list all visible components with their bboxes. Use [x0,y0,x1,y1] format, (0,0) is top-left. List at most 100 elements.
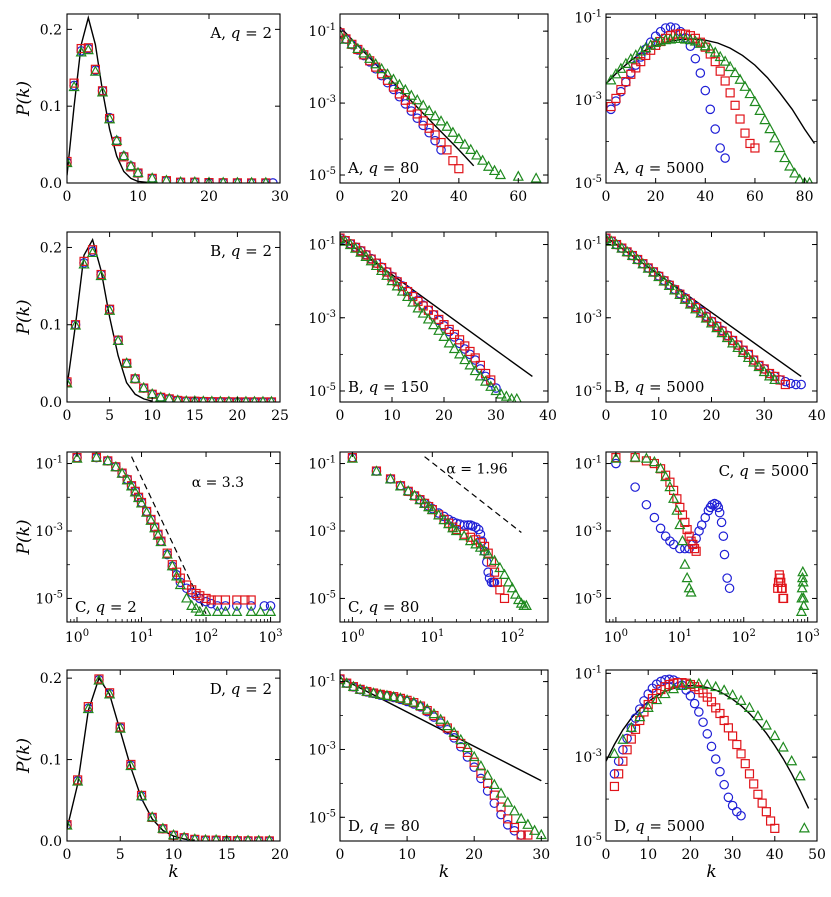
data-point-green [522,818,534,829]
data-point-green [617,733,629,744]
x-tick-label: 20 [435,408,453,424]
data-point-green [729,66,741,78]
data-point-blue [700,85,711,96]
data-point-red [489,790,499,800]
data-point-green [752,709,764,721]
data-point-blue [483,567,493,577]
data-point-blue [722,573,732,583]
data-point-green [509,588,522,599]
data-point-green [651,693,663,705]
data-point-green [114,722,126,733]
data-point-green [629,452,641,462]
x-tick-label: 20 [228,408,246,424]
data-point-green [690,303,702,314]
data-point-green [640,452,653,463]
data-point-blue [785,378,796,389]
x-tick-label: 20 [271,847,289,863]
data-point-green [610,68,622,79]
data-point-green [798,599,810,611]
data-point-red [730,100,740,110]
data-point-red [777,583,787,593]
y-tick-label: 0.2 [40,671,62,687]
data-point-green [178,831,190,841]
data-point-green [632,253,644,265]
data-point-red [126,162,136,172]
data-point-green [748,356,760,367]
data-point-green [93,674,105,685]
theory-curve [67,237,153,402]
data-point-green [103,304,116,315]
data-point-blue [481,557,492,567]
data-point-green [268,395,275,402]
data-point-green [626,249,638,260]
data-point-blue [715,143,725,153]
data-point-blue [641,499,652,510]
x-tick-label: 101 [420,628,444,646]
data-point-green [155,535,167,547]
panel-title: B, q = 2 [210,242,272,260]
data-point-blue [491,383,501,393]
data-point-green [233,176,241,183]
data-point-green [438,330,450,342]
data-point-green [701,678,713,689]
data-point-green [635,45,647,56]
data-point-green [490,384,502,396]
data-point-blue [694,707,704,717]
data-point-red [753,789,763,799]
data-point-blue [719,779,729,790]
data-point-green [674,288,686,300]
data-point-green [786,754,798,766]
data-point-green [704,42,716,54]
data-point-red [682,524,692,535]
panel-title: A, q = 5000 [613,159,704,177]
data-point-red [630,724,641,734]
data-point-green [381,689,393,700]
x-tick-label: 101 [129,628,153,646]
data-point-green [749,95,761,107]
plot-area [67,15,278,183]
data-point-green [784,160,796,171]
data-point-red [455,335,465,345]
data-point-green [429,110,441,121]
data-point-green [346,452,358,463]
data-point-green [714,50,726,62]
data-point-green [103,688,116,699]
data-point-green [381,68,394,79]
data-point-red [675,29,686,39]
theory-curve [67,15,153,183]
data-point-green [441,719,453,731]
data-point-blue [655,523,666,534]
panel-title: D, q = 2 [210,680,272,698]
data-point-red [69,78,79,88]
y-tick-label: 0.0 [40,395,62,411]
y-tick-label: 10-5 [574,174,602,192]
data-point-green [606,232,612,244]
data-point-red [418,116,428,126]
data-point-green [482,769,494,780]
data-point-green [394,692,406,703]
data-point-green [737,346,749,357]
data-point-green [743,701,756,712]
data-point-green [448,726,460,737]
x-tick-label: 10 [165,847,183,863]
data-point-green [67,377,73,388]
panel-c2: 100 101 102 10-1 10-3 10-5 α = 1.96 C, q = 80 [308,451,549,646]
data-point-blue [430,135,440,146]
data-point-green [495,787,507,798]
data-point-red [469,757,479,767]
data-point-red [76,43,86,54]
data-point-red [749,779,759,789]
data-point-red [112,136,122,147]
x-axis-label: k [706,862,716,882]
data-point-red [770,823,780,833]
data-point-green [132,166,144,178]
data-point-green [443,517,455,529]
data-point-green [69,319,82,330]
panel-c1: 100 101 102 103 10-1 10-3 10-5 α = 3.3 C, q = 2 P… [14,451,283,646]
x-tick-label: 30 [532,847,550,863]
data-point-green [374,688,386,699]
data-point-green [435,115,447,126]
data-point-green [82,702,94,714]
data-point-green [205,176,213,183]
